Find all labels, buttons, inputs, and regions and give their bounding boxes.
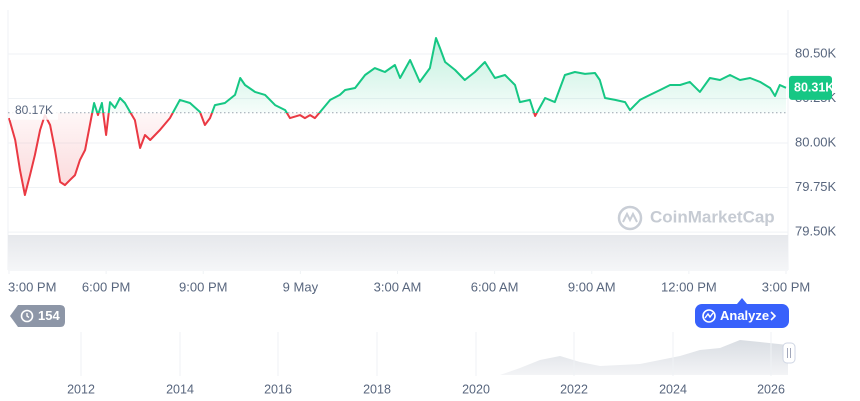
history-badge[interactable]: 154 — [10, 305, 65, 327]
volume-area — [8, 235, 788, 271]
y-tick-label: 80.50K — [795, 45, 837, 60]
price-line — [8, 37, 787, 196]
y-tick-label: 79.75K — [795, 179, 837, 194]
x-tick-label: 9:00 PM — [179, 279, 227, 294]
navigator-label: 2016 — [264, 382, 292, 396]
navigator-handle[interactable] — [782, 342, 796, 364]
baseline-label: 80.17K — [15, 103, 53, 117]
x-tick-label: 12:00 PM — [661, 279, 717, 294]
x-tick-label: 9:00 AM — [568, 279, 616, 294]
x-tick-label: 6:00 AM — [471, 279, 519, 294]
baseline-label-bg — [10, 101, 58, 120]
x-tick-label: 3:00 AM — [374, 279, 422, 294]
navigator-label: 2012 — [67, 382, 95, 396]
navigator-label: 2014 — [166, 382, 194, 396]
navigator-label: 2020 — [462, 382, 490, 396]
y-tick-label: 79.50K — [795, 224, 837, 239]
analyze-label: Analyze — [720, 308, 769, 323]
navigator-area — [8, 340, 788, 375]
y-tick-label: 80.00K — [795, 134, 837, 149]
last-price-badge — [789, 75, 832, 100]
price-area — [9, 38, 786, 195]
x-tick-label: 3:00 PM — [8, 279, 56, 294]
x-tick-label: 6:00 PM — [82, 279, 130, 294]
navigator-label: 2022 — [560, 382, 588, 396]
navigator-label: 2026 — [757, 382, 785, 396]
watermark-text: CoinMarketCap — [650, 207, 775, 226]
navigator-label: 2024 — [659, 382, 687, 396]
watermark: CoinMarketCap — [617, 205, 775, 231]
last-price-label: 80.31K — [794, 81, 834, 95]
navigator-label: 2018 — [363, 382, 391, 396]
history-count: 154 — [38, 308, 60, 323]
x-tick-label: 9 May — [283, 279, 319, 294]
analyze-button[interactable]: Analyze — [695, 298, 789, 328]
x-tick-label: 3:00 PM — [762, 279, 810, 294]
